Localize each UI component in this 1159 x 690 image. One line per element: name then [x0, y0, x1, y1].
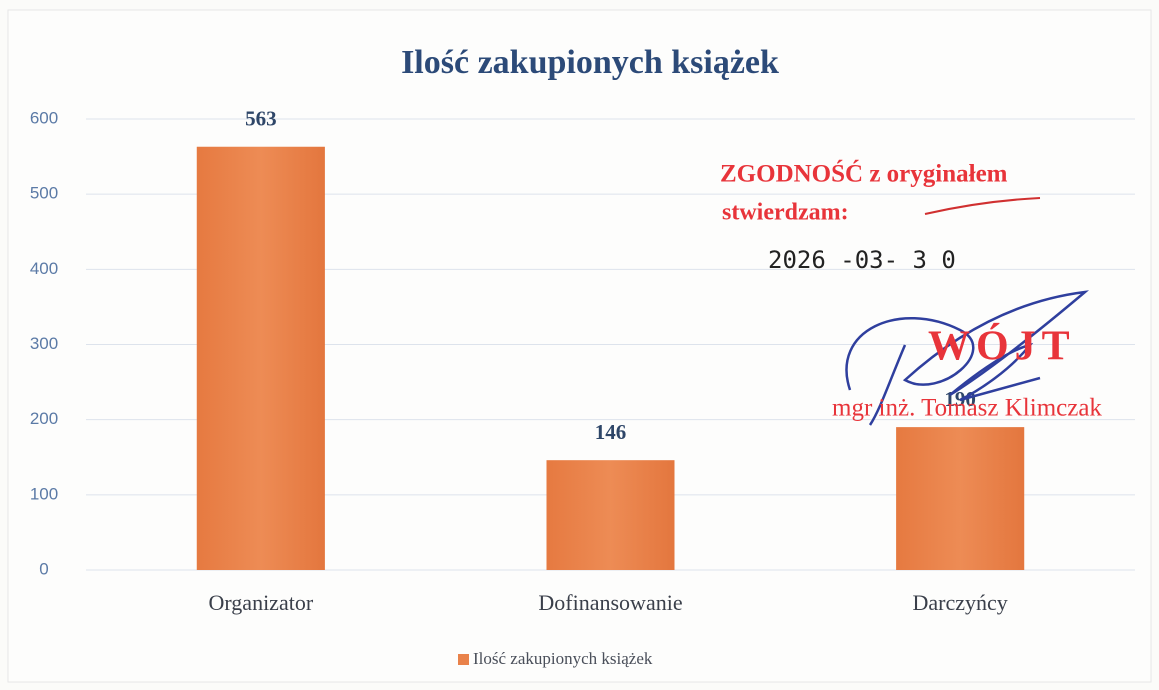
y-tick-label: 300 — [30, 334, 58, 353]
y-tick-label: 200 — [30, 409, 58, 428]
bar-shade — [196, 146, 325, 571]
value-label: 146 — [595, 420, 627, 444]
annotation: 2026 -03- 3 0 — [768, 246, 956, 274]
signature — [845, 290, 1090, 426]
annotation: mgr inż. Tomasz Klimczak — [832, 395, 1102, 422]
plot-area: 0 100 200 300 400 500 600 Organizator 563 Dofinan… — [30, 107, 1135, 615]
y-tick-label: 0 — [39, 559, 48, 578]
y-tick-label: 400 — [30, 259, 58, 278]
y-tick-label: 500 — [30, 184, 58, 203]
bar-shade — [546, 460, 675, 570]
annotation: stwierdzam: — [722, 200, 849, 226]
annotation: WÓJT — [928, 323, 1076, 370]
x-tick-label: Organizator — [208, 590, 313, 615]
value-label: 563 — [245, 107, 277, 131]
legend-label: Ilość zakupionych książek — [473, 649, 653, 668]
bar-shade — [896, 427, 1025, 570]
y-tick-label: 100 — [30, 484, 58, 503]
annotation: ZGODNOŚĆ z oryginałem — [720, 160, 1008, 188]
stamp-signature — [924, 197, 1041, 215]
x-tick-label: Darczyńcy — [913, 590, 1008, 615]
chart-title: Ilość zakupionych książek — [401, 44, 779, 81]
legend-swatch — [458, 654, 469, 665]
y-tick-label: 600 — [30, 108, 58, 127]
x-tick-label: Dofinansowanie — [538, 590, 682, 615]
